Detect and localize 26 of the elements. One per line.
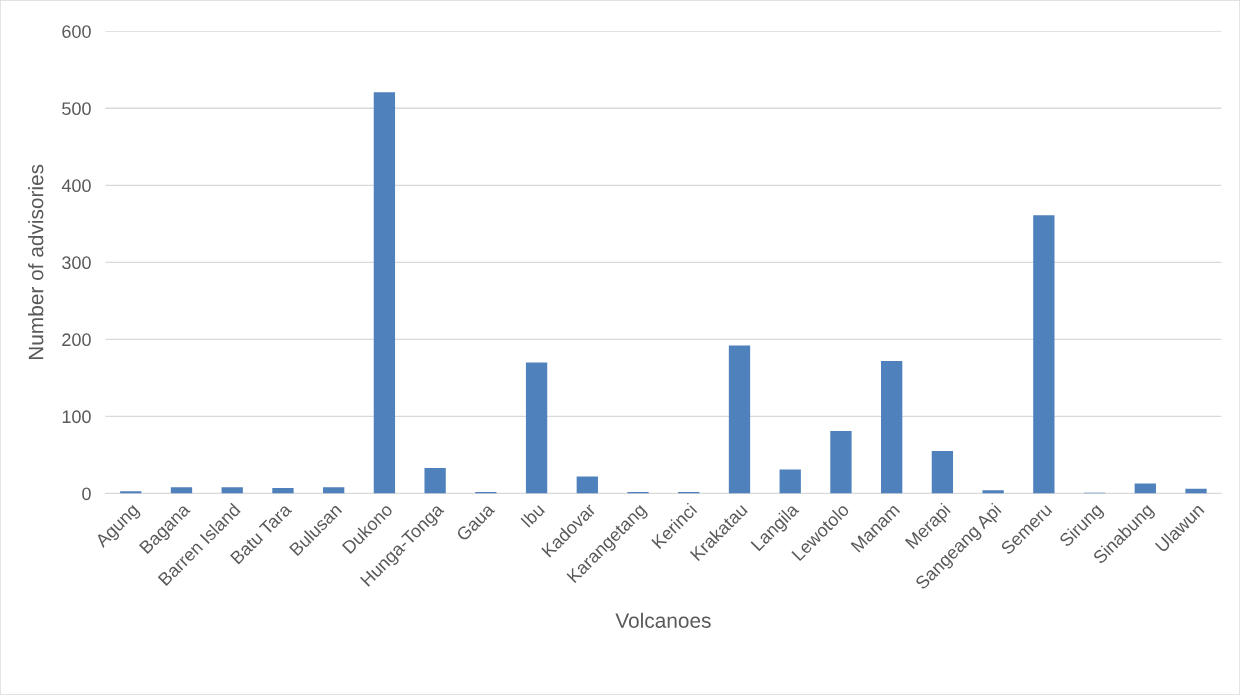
y-tick-label: 100 bbox=[62, 410, 91, 424]
bar bbox=[424, 468, 446, 494]
bar bbox=[779, 469, 801, 494]
bar bbox=[272, 488, 294, 494]
bar bbox=[1134, 483, 1156, 494]
bar bbox=[221, 487, 243, 494]
bar bbox=[170, 487, 193, 494]
bar bbox=[1033, 215, 1055, 494]
y-axis-title: Number of advisories bbox=[28, 164, 44, 360]
bar bbox=[982, 490, 1004, 494]
y-tick-label: 0 bbox=[82, 487, 91, 501]
bar bbox=[881, 360, 903, 494]
bar bbox=[525, 362, 548, 494]
bar bbox=[323, 487, 345, 494]
bar bbox=[576, 476, 598, 494]
y-tick-label: 500 bbox=[62, 102, 91, 116]
x-axis-title: Volcanoes bbox=[615, 612, 711, 628]
bar bbox=[373, 92, 396, 494]
bar bbox=[1185, 488, 1207, 494]
bar bbox=[830, 431, 852, 494]
y-tick-label: 600 bbox=[62, 25, 91, 38]
bar bbox=[728, 345, 751, 494]
bar bbox=[931, 451, 954, 494]
y-tick-label: 300 bbox=[62, 256, 91, 270]
y-tick-label: 200 bbox=[62, 333, 91, 347]
y-tick-label: 400 bbox=[61, 179, 91, 193]
